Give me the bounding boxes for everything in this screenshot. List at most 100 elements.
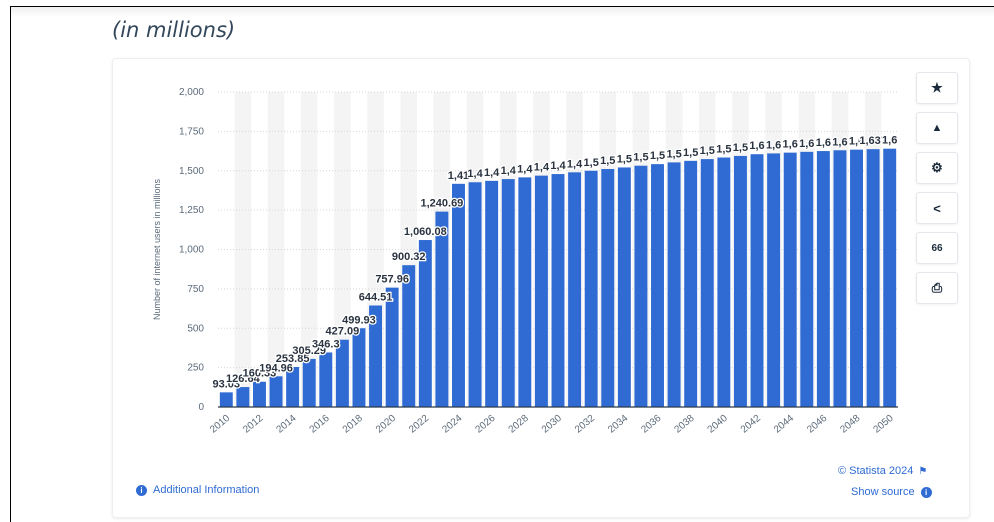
data-label: 346.3: [312, 338, 340, 350]
bar: [219, 392, 233, 407]
data-label: 1,060.08: [404, 226, 447, 238]
y-tick-label: 0: [198, 402, 204, 413]
show-source-link[interactable]: Show source i: [851, 486, 932, 498]
y-axis-title: Number of internet users in millions: [152, 178, 162, 320]
bar: [733, 155, 747, 407]
data-label: 1,5: [683, 147, 698, 159]
star-icon: ★: [931, 80, 943, 95]
bar: [369, 305, 383, 407]
data-label: 253.85: [276, 353, 310, 365]
x-tick-label: 2048: [838, 413, 862, 436]
data-label: 1,4: [467, 168, 483, 180]
settings-button[interactable]: ⚙: [916, 152, 958, 184]
data-label: 1,6: [849, 136, 864, 148]
data-label: 1,6: [832, 136, 847, 148]
x-tick-label: 2046: [805, 413, 829, 436]
bar: [518, 177, 532, 407]
bar: [551, 174, 565, 407]
bar: [783, 152, 797, 407]
data-label: 1,4: [550, 160, 566, 172]
x-tick-label: 2038: [672, 413, 696, 436]
bar: [501, 179, 515, 407]
data-label: 1,5: [584, 157, 599, 169]
x-tick-label: 2036: [639, 413, 663, 436]
bar: [634, 165, 648, 407]
data-label: 427.09: [326, 326, 360, 338]
data-label: 1,6: [783, 139, 798, 151]
chart-toolbar: ★ ▲ ⚙ < 66 ⎙: [916, 72, 958, 312]
data-label: 160.33: [243, 368, 277, 380]
data-label: 1,637: [859, 135, 887, 147]
bar: [866, 149, 880, 408]
bar: [236, 387, 250, 407]
data-label: 1,5: [700, 145, 715, 157]
flag-icon: ⚑: [918, 466, 928, 477]
data-label: 499.93: [342, 314, 376, 326]
bar: [485, 180, 499, 407]
data-label: 1,41: [448, 170, 469, 182]
info-icon: i: [920, 486, 932, 498]
bar: [850, 149, 864, 407]
data-label: 1,4: [534, 162, 550, 174]
x-tick-label: 2022: [407, 413, 431, 436]
share-button[interactable]: <: [916, 192, 958, 224]
print-button[interactable]: ⎙: [916, 272, 958, 304]
notification-button[interactable]: ▲: [916, 112, 958, 144]
x-tick-label: 2044: [772, 413, 796, 436]
favorite-button[interactable]: ★: [916, 72, 958, 104]
x-tick-label: 2018: [341, 413, 365, 436]
data-label: 1,4: [501, 165, 517, 177]
bar: [435, 211, 449, 407]
y-tick-label: 1,750: [179, 126, 204, 137]
data-label: 757.96: [375, 274, 409, 286]
bar: [335, 339, 349, 407]
y-tick-label: 1,500: [179, 166, 204, 177]
x-tick-label: 2032: [573, 413, 597, 436]
data-label: 1,4: [567, 158, 583, 170]
bar: [816, 151, 830, 407]
bar: [584, 170, 598, 407]
data-label: 1,4: [484, 167, 500, 179]
bar: [667, 162, 681, 407]
data-label: 644.51: [359, 291, 393, 303]
y-tick-label: 500: [187, 323, 204, 334]
bar: [452, 183, 465, 407]
bar: [800, 151, 814, 407]
show-source-label: Show source: [851, 486, 915, 498]
gear-icon: ⚙: [931, 160, 943, 175]
x-tick-label: 2012: [241, 413, 265, 436]
bar: [534, 175, 548, 407]
x-tick-label: 2016: [308, 413, 332, 436]
column-band: [267, 92, 285, 407]
data-label: 93.03: [213, 378, 241, 390]
data-label: 1,6: [816, 137, 831, 149]
cite-button[interactable]: 66: [916, 232, 958, 264]
bar: [750, 154, 764, 407]
statista-credit[interactable]: © Statista 2024 ⚑: [838, 465, 927, 477]
y-tick-label: 1,000: [179, 245, 204, 256]
additional-information-label: Additional Information: [153, 484, 260, 496]
bar: [468, 182, 482, 407]
x-tick-label: 2026: [473, 413, 497, 436]
additional-information-link[interactable]: i Additional Information: [136, 484, 259, 496]
bar-chart: 0 250 500 750 1,000 1,250 1,500 1,750 2,000 Numbe…: [152, 87, 899, 436]
credit-text: © Statista 2024: [838, 465, 914, 477]
y-tick-label: 750: [187, 284, 204, 295]
x-tick-label: 2024: [440, 413, 464, 436]
data-label: 1,6: [749, 140, 764, 152]
y-tick-label: 1,250: [179, 205, 204, 216]
quote-icon: 66: [931, 242, 943, 254]
x-tick-label: 2028: [507, 413, 531, 436]
data-label: 126.64: [226, 373, 261, 385]
bar: [568, 172, 582, 407]
data-label: 305.29: [292, 345, 326, 357]
data-label: 1,5: [633, 152, 648, 164]
data-label: 900.32: [392, 251, 426, 263]
chart-subtitle: (in millions): [112, 18, 236, 42]
info-icon: i: [136, 484, 147, 496]
bar: [833, 150, 847, 407]
data-label: 1,5: [716, 144, 731, 156]
data-label: 1,5: [600, 155, 615, 167]
x-tick-label: 2014: [274, 413, 298, 436]
data-label: 1,240.69: [420, 198, 463, 210]
